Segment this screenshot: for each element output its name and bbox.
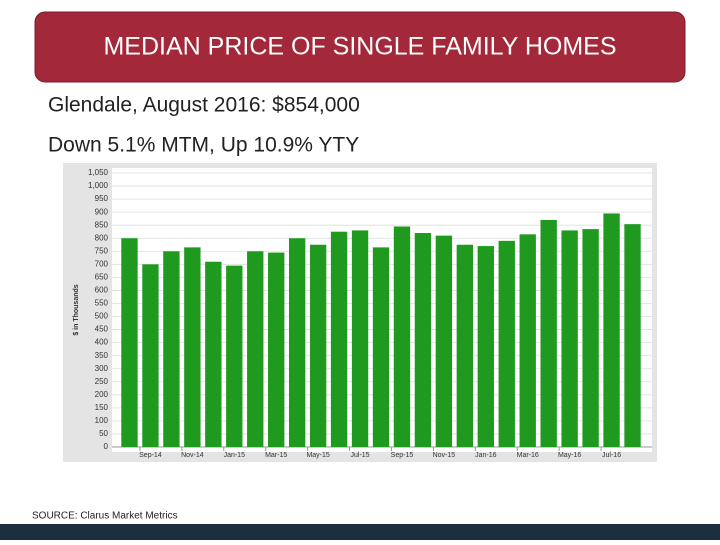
bar: [456, 244, 474, 447]
x-tick-label: Jan-16: [475, 452, 497, 459]
bar: [184, 247, 201, 447]
bar: [582, 229, 599, 447]
x-tick-label: Jul-16: [602, 452, 621, 459]
y-tick-label: 600: [95, 286, 109, 295]
bar: [519, 234, 536, 447]
y-tick-label: 400: [95, 338, 109, 347]
slide-title: MEDIAN PRICE OF SINGLE FAMILY HOMES: [103, 33, 616, 61]
bar: [205, 261, 222, 447]
bar: [477, 246, 494, 447]
y-axis-label: $ in Thousands: [73, 284, 80, 335]
y-tick-label: 250: [95, 377, 109, 386]
bar: [393, 226, 411, 447]
y-tick-label: 1,050: [88, 168, 109, 177]
bar: [414, 233, 432, 447]
y-tick-label: 1,000: [88, 181, 109, 190]
x-tick-label: Jan-15: [224, 452, 246, 459]
bar: [372, 247, 390, 447]
y-tick-label: 800: [95, 233, 109, 242]
x-tick-label: May-15: [306, 452, 329, 459]
x-tick-label: Mar-16: [517, 452, 539, 459]
y-tick-label: 450: [95, 325, 109, 334]
bar: [498, 240, 515, 447]
x-tick-label: Mar-15: [265, 452, 287, 459]
bar: [435, 235, 453, 447]
bar: [121, 238, 138, 447]
title-banner: [34, 11, 686, 83]
y-tick-label: 900: [95, 207, 109, 216]
y-tick-label: 850: [95, 220, 109, 229]
y-tick-label: 0: [104, 442, 109, 451]
bar: [247, 251, 264, 447]
footer-band: [0, 524, 720, 540]
x-tick-label: Nov-14: [181, 452, 204, 459]
y-tick-label: 200: [95, 390, 109, 399]
bar: [309, 244, 327, 447]
x-tick-label: Nov-15: [433, 452, 456, 459]
subtitle-line: Down 5.1% MTM, Up 10.9% YTY: [48, 134, 359, 157]
bar: [603, 213, 620, 447]
y-tick-label: 550: [95, 299, 109, 308]
y-tick-label: 300: [95, 364, 109, 373]
y-tick-label: 150: [95, 403, 109, 412]
bar: [268, 252, 285, 447]
bar: [624, 224, 641, 447]
subtitle-line: Glendale, August 2016: $854,000: [48, 94, 360, 117]
y-tick-label: 350: [95, 351, 109, 360]
bar: [561, 230, 578, 447]
bar: [288, 238, 306, 447]
y-tick-label: 950: [95, 194, 109, 203]
bar: [330, 231, 348, 447]
x-tick-label: Sep-14: [139, 452, 162, 459]
y-tick-label: 100: [95, 416, 109, 425]
x-tick-label: Sep-15: [391, 452, 414, 459]
y-tick-label: 650: [95, 272, 109, 281]
bar: [163, 251, 180, 447]
bar: [226, 265, 243, 447]
source-note: SOURCE: Clarus Market Metrics: [32, 511, 178, 522]
bar: [540, 219, 557, 447]
x-tick-label: Jul-15: [351, 452, 370, 459]
bar: [142, 264, 159, 447]
bar: [351, 230, 369, 447]
x-tick-label: May-16: [558, 452, 581, 459]
y-tick-label: 700: [95, 259, 109, 268]
y-tick-label: 750: [95, 246, 109, 255]
y-tick-label: 50: [99, 429, 108, 438]
y-tick-label: 500: [95, 312, 109, 321]
